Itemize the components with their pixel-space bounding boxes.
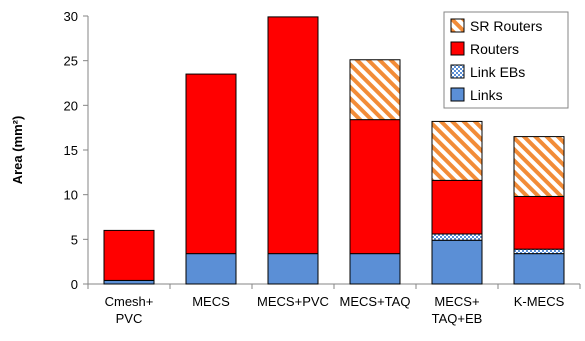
y-tick-label: 20 <box>64 98 78 113</box>
bar-segment-sr-routers <box>431 120 483 181</box>
bar-segment-routers <box>185 73 237 255</box>
x-tick-label: MECS <box>192 294 230 309</box>
y-tick-label: 25 <box>64 54 78 69</box>
legend-swatch <box>450 87 465 102</box>
x-tick-label: TAQ+EB <box>432 311 483 326</box>
y-tick-label: 30 <box>64 9 78 24</box>
y-tick-label: 10 <box>64 188 78 203</box>
bar-segment-link-ebs <box>513 248 565 255</box>
legend-label: Links <box>470 87 503 103</box>
bar-segment-link-ebs <box>431 233 483 241</box>
x-tick-label: MECS+PVC <box>257 294 329 309</box>
bar-segment-routers <box>103 229 155 281</box>
legend-swatch <box>450 18 465 33</box>
legend-label: Routers <box>470 41 519 57</box>
y-tick-label: 5 <box>71 232 78 247</box>
x-tick-label: PVC <box>116 311 143 326</box>
legend-swatch <box>450 64 465 79</box>
bar-segment-links <box>349 253 401 285</box>
legend-label: SR Routers <box>470 18 542 34</box>
bar-segment-links <box>431 239 483 285</box>
legend-box <box>443 11 569 109</box>
x-tick-label: K-MECS <box>514 294 565 309</box>
bar-segment-sr-routers <box>349 59 401 121</box>
bar-segment-routers <box>513 195 565 250</box>
bar-segment-links <box>185 253 237 285</box>
y-tick-label: 0 <box>71 277 78 292</box>
y-axis-label: Area (mm²) <box>10 116 25 185</box>
bar-segment-sr-routers <box>513 136 565 197</box>
x-tick-label: MECS+ <box>434 294 479 309</box>
bar-segment-routers <box>349 119 401 255</box>
legend: SR Routers Routers Link EBs Links <box>443 11 569 109</box>
x-tick-label: Cmesh+ <box>105 294 154 309</box>
y-tick-label: 15 <box>64 143 78 158</box>
bar-segment-routers <box>267 16 319 255</box>
x-tick-label: MECS+TAQ <box>340 294 411 309</box>
bar-segment-routers <box>431 179 483 235</box>
legend-swatch <box>450 41 465 56</box>
bar-segment-links <box>267 253 319 285</box>
legend-label: Link EBs <box>470 64 525 80</box>
bar-segment-links <box>103 279 155 285</box>
bar-segment-links <box>513 253 565 285</box>
